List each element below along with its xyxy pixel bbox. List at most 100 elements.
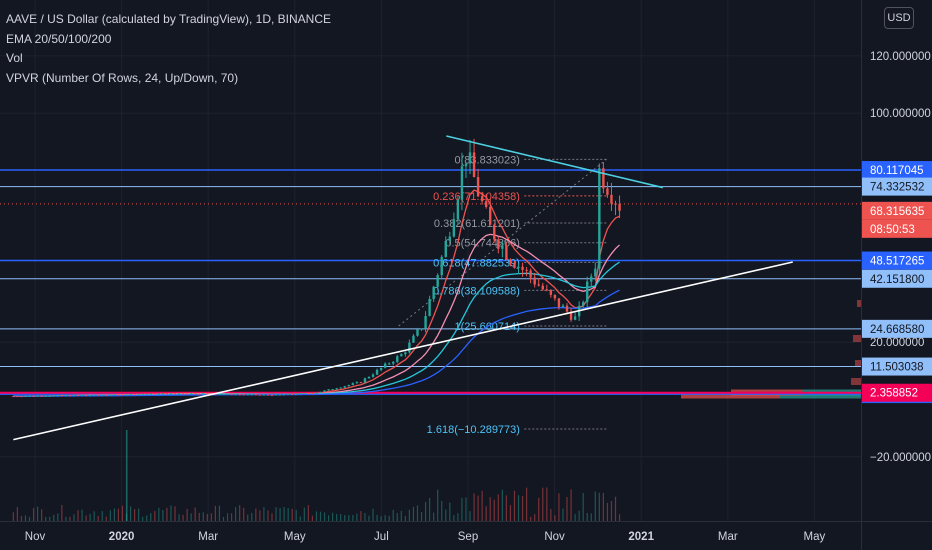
- volume-bar: [461, 497, 463, 521]
- trendlines[interactable]: [13, 135, 793, 441]
- volume-bar: [315, 511, 318, 521]
- ema-lines: [13, 189, 620, 397]
- candle-body: [206, 393, 209, 395]
- volume-bar: [578, 510, 580, 521]
- volume-bar: [586, 512, 588, 521]
- candle-body: [109, 394, 112, 396]
- volume-bar: [618, 514, 621, 521]
- fib-level-label: 0.786(38.109588): [433, 285, 520, 297]
- volume-bar: [311, 515, 314, 521]
- candle-body: [472, 152, 476, 178]
- time-axis[interactable]: Nov 2020 Mar May Jul Sep Nov 2021 Mar May: [25, 531, 826, 543]
- candle-body: [408, 342, 411, 353]
- price-axis[interactable]: 120.000000 100.000000 20.000000 −20.000000 8…: [861, 51, 932, 464]
- volume-bar: [267, 510, 269, 521]
- ema-line: [13, 289, 620, 397]
- level-price-label-bg: [861, 161, 932, 180]
- candle-body: [153, 393, 156, 395]
- volume-bar: [202, 512, 204, 521]
- vpvr-row: [851, 378, 861, 385]
- price-tick-label: 120.000000: [870, 51, 931, 63]
- volume-bar: [174, 506, 176, 521]
- candle-body: [141, 394, 144, 396]
- currency-button[interactable]: USD: [884, 7, 914, 29]
- candle-body: [282, 394, 286, 396]
- volume-bar: [69, 516, 71, 521]
- candle-body: [392, 361, 395, 364]
- candle-body: [400, 354, 403, 357]
- time-tick-label: 2020: [109, 531, 135, 543]
- candle-body: [412, 335, 415, 343]
- volume-bar: [534, 514, 536, 521]
- candle-body: [88, 395, 92, 397]
- candle-body: [121, 394, 124, 396]
- candle-body: [489, 206, 492, 225]
- countdown-label-bg: [861, 219, 932, 238]
- candle-body: [222, 393, 225, 395]
- legend-ema[interactable]: EMA 20/50/100/200: [6, 31, 112, 46]
- candle-body: [198, 393, 201, 395]
- chart-legend: AAVE / US Dollar (calculated by TradingV…: [6, 10, 331, 88]
- time-axis-separator: [0, 521, 932, 522]
- volume-bar: [570, 489, 572, 521]
- candles: [12, 138, 621, 398]
- candle-body: [351, 383, 355, 385]
- candle-body: [493, 224, 496, 240]
- candle-body: [363, 378, 367, 383]
- candle-body: [444, 240, 447, 257]
- time-tick-label: May: [284, 531, 306, 543]
- vpvr-row: [853, 335, 861, 342]
- level-price-label: 74.332532: [870, 182, 924, 194]
- candle-body: [133, 394, 136, 396]
- candle-body: [561, 305, 565, 308]
- candle-body: [355, 382, 359, 384]
- candle-body: [565, 305, 569, 312]
- candle-body: [509, 259, 512, 264]
- volume-bar: [81, 509, 83, 521]
- candle-body: [569, 311, 573, 320]
- legend-symbol[interactable]: AAVE / US Dollar (calculated by TradingV…: [6, 12, 332, 26]
- price-axis-separator: [861, 0, 862, 550]
- volume-bar: [154, 510, 156, 521]
- volume-bar: [420, 512, 423, 521]
- volume-bar: [340, 514, 342, 521]
- candle-body: [343, 386, 346, 388]
- legend-volume[interactable]: Vol: [6, 51, 23, 65]
- volume-bar: [247, 514, 249, 521]
- volume-bar: [210, 513, 212, 521]
- candle-body: [480, 196, 484, 202]
- volume-bar: [376, 514, 378, 521]
- candle-body: [319, 391, 322, 393]
- volume-bar: [271, 513, 273, 521]
- legend-vpvr[interactable]: VPVR (Number Of Rows, 24, Up/Down, 70): [6, 70, 239, 85]
- volume-bar: [28, 516, 31, 521]
- candle-body: [517, 266, 520, 268]
- vpvr-profile: [681, 300, 861, 399]
- candle-body: [266, 394, 270, 396]
- candle-body: [72, 395, 76, 397]
- volume-bar: [445, 509, 447, 521]
- candle-body: [234, 394, 237, 396]
- candle-body: [331, 389, 334, 391]
- volume-bar: [348, 515, 350, 521]
- candle-body: [76, 395, 80, 397]
- candle-body: [52, 395, 55, 397]
- candle-body: [581, 302, 585, 306]
- volume-bar: [606, 502, 609, 521]
- volume-bar: [493, 499, 495, 521]
- time-tick-label: Mar: [718, 531, 738, 543]
- volume-bar: [416, 505, 419, 521]
- level-price-label: 24.668580: [870, 324, 924, 336]
- volume-bar: [457, 513, 459, 521]
- volume-bar: [138, 508, 140, 521]
- volume-bar: [41, 509, 43, 521]
- candle-body: [44, 395, 47, 397]
- volume-bar: [101, 511, 103, 521]
- volume-bar: [146, 515, 148, 521]
- candle-body: [254, 394, 258, 396]
- candle-body: [129, 394, 132, 396]
- candle-body: [456, 199, 460, 220]
- candle-body: [359, 382, 363, 384]
- candle-body: [537, 284, 540, 286]
